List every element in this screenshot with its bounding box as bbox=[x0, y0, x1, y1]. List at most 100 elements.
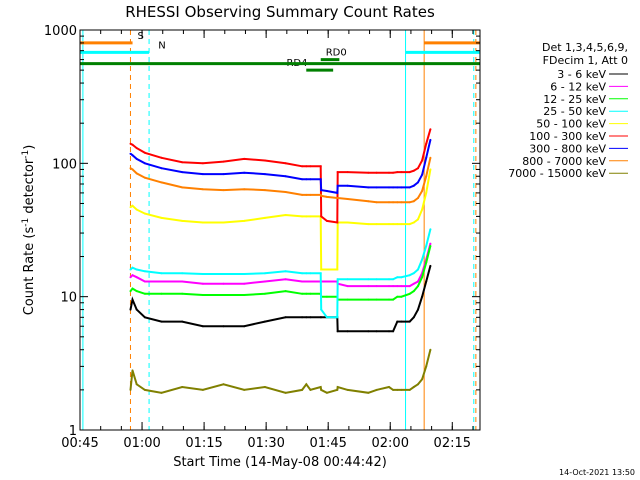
series-7-point-13 bbox=[309, 193, 312, 196]
series-7-point-12 bbox=[305, 193, 308, 196]
series-4-point-13 bbox=[309, 215, 312, 218]
series-3-point-20 bbox=[367, 278, 370, 281]
y-tick-label-2: 100 bbox=[52, 157, 77, 172]
x-tick-label-2: 01:15 bbox=[185, 436, 222, 451]
series-7-point-19 bbox=[346, 198, 349, 200]
series-2-point-8 bbox=[243, 294, 246, 296]
series-2-point-25 bbox=[400, 295, 403, 298]
series-5-point-20 bbox=[367, 171, 370, 174]
series-3-point-26 bbox=[408, 274, 411, 277]
series-6-point-14 bbox=[319, 178, 322, 181]
series-0-point-23 bbox=[392, 330, 395, 333]
series-3-point-2 bbox=[135, 268, 138, 271]
series-8-point-12 bbox=[305, 383, 308, 386]
x-tick-label-0: 00:45 bbox=[61, 436, 98, 451]
series-5-point-11 bbox=[301, 165, 304, 168]
series-5-point-22 bbox=[388, 171, 390, 174]
series-5-point-28 bbox=[417, 167, 419, 170]
series-1-point-28 bbox=[417, 280, 419, 283]
legend-label-4: 50 - 100 keV bbox=[536, 118, 606, 131]
series-2-point-1 bbox=[131, 287, 134, 290]
series-6-point-27 bbox=[412, 184, 415, 187]
series-0-point-13 bbox=[309, 316, 312, 319]
series-3-point-7 bbox=[222, 273, 225, 275]
series-0-point-4 bbox=[160, 320, 163, 323]
series-2-point-6 bbox=[201, 294, 204, 296]
series-4-point-27 bbox=[412, 221, 415, 224]
series-8-point-0 bbox=[129, 388, 132, 391]
series-2-point-11 bbox=[301, 292, 304, 295]
series-0-point-9 bbox=[263, 320, 266, 323]
series-5-point-7 bbox=[222, 160, 225, 163]
series-0-point-1 bbox=[131, 298, 134, 301]
series-7-point-21 bbox=[375, 201, 378, 204]
series-1-point-6 bbox=[201, 282, 204, 285]
series-2-point-31 bbox=[429, 245, 432, 247]
series-8-point-18 bbox=[336, 386, 339, 388]
series-8-point-11 bbox=[301, 388, 304, 391]
legend: Det 1,3,4,5,6,9, FDecim 1, Att 0 3 - 6 k… bbox=[508, 41, 628, 180]
series-0-point-28 bbox=[417, 308, 419, 311]
series-6-point-16 bbox=[325, 190, 328, 192]
series-line-0 bbox=[129, 265, 432, 333]
series-3-point-17 bbox=[336, 316, 339, 319]
series-7-point-16 bbox=[325, 195, 328, 198]
series-6 bbox=[129, 138, 432, 195]
series-4-point-20 bbox=[367, 223, 370, 226]
series-7-point-1 bbox=[131, 168, 134, 171]
series-7-point-2 bbox=[135, 172, 138, 175]
series-0 bbox=[129, 264, 432, 333]
series-8-point-20 bbox=[367, 391, 370, 394]
series-line-5 bbox=[130, 129, 432, 224]
series-5-point-13 bbox=[309, 165, 312, 168]
series-0-point-20 bbox=[367, 330, 370, 333]
series-5-point-26 bbox=[408, 171, 411, 174]
series-8-point-7 bbox=[222, 383, 225, 386]
series-0-point-31 bbox=[429, 264, 432, 267]
series-7-point-9 bbox=[263, 189, 266, 192]
series-6-point-25 bbox=[400, 186, 403, 189]
series-line-6 bbox=[129, 139, 432, 195]
series-5-point-14 bbox=[319, 165, 322, 168]
series-5-point-6 bbox=[201, 162, 204, 165]
series-0-point-3 bbox=[143, 316, 146, 319]
state-bar-label-2: RD0 bbox=[326, 48, 347, 59]
series-6-point-31 bbox=[429, 138, 432, 141]
series-0-point-27 bbox=[412, 316, 415, 319]
series-7-point-22 bbox=[388, 201, 390, 204]
series-8-point-14 bbox=[319, 386, 322, 388]
series-7-point-0 bbox=[129, 167, 132, 170]
series-5-point-21 bbox=[375, 171, 378, 174]
series-3-point-9 bbox=[263, 272, 266, 275]
series-2-point-9 bbox=[263, 292, 266, 295]
series-2-point-4 bbox=[160, 292, 163, 295]
series-4-point-1 bbox=[131, 204, 134, 207]
series-2-point-7 bbox=[222, 294, 225, 296]
series-8-point-13 bbox=[309, 388, 312, 391]
series-8-point-30 bbox=[425, 365, 428, 368]
series-3-point-21 bbox=[375, 278, 378, 281]
series-5-point-10 bbox=[284, 162, 287, 165]
y-tick-label-1: 10 bbox=[60, 291, 77, 306]
series-5-point-9 bbox=[263, 159, 266, 162]
series-6-point-8 bbox=[243, 171, 246, 174]
series-5-point-24 bbox=[396, 171, 399, 174]
series-1-point-5 bbox=[181, 280, 184, 283]
series-7-point-25 bbox=[400, 201, 403, 204]
series-2-point-12 bbox=[305, 292, 308, 295]
series-7-point-30 bbox=[425, 175, 428, 178]
series-8-point-19 bbox=[346, 388, 349, 391]
series-1-point-31 bbox=[429, 242, 432, 245]
series-line-8 bbox=[129, 349, 432, 394]
series-7-point-7 bbox=[222, 189, 225, 192]
series-4-point-5 bbox=[181, 219, 184, 222]
series-2-point-13 bbox=[309, 292, 312, 295]
series-4-point-17 bbox=[336, 268, 339, 271]
series-1-point-7 bbox=[222, 282, 225, 285]
series-5-point-0 bbox=[129, 142, 132, 145]
series-3-point-6 bbox=[201, 273, 204, 275]
x-axis: 00:45 01:00 01:15 01:30 01:45 02:00 02:15 bbox=[61, 30, 474, 451]
series-1-point-9 bbox=[263, 280, 266, 283]
x-tick-label-4: 01:45 bbox=[309, 436, 346, 451]
series-3-point-30 bbox=[425, 245, 428, 247]
